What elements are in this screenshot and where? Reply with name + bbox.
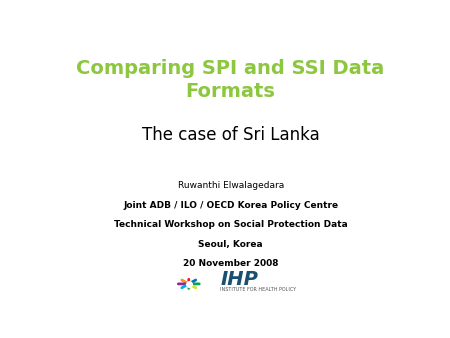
Text: Joint ADB / ILO / OECD Korea Policy Centre: Joint ADB / ILO / OECD Korea Policy Cent… <box>123 201 338 210</box>
Text: IHP: IHP <box>220 270 258 289</box>
Text: Ruwanthi Elwalagedara: Ruwanthi Elwalagedara <box>177 181 284 190</box>
Text: Seoul, Korea: Seoul, Korea <box>198 240 263 249</box>
Text: INSTITUTE FOR HEALTH POLICY: INSTITUTE FOR HEALTH POLICY <box>220 287 296 292</box>
Text: The case of Sri Lanka: The case of Sri Lanka <box>142 126 320 144</box>
Text: Comparing SPI and SSI Data
Formats: Comparing SPI and SSI Data Formats <box>76 59 385 100</box>
Text: Technical Workshop on Social Protection Data: Technical Workshop on Social Protection … <box>114 220 347 229</box>
Text: 20 November 2008: 20 November 2008 <box>183 259 279 268</box>
